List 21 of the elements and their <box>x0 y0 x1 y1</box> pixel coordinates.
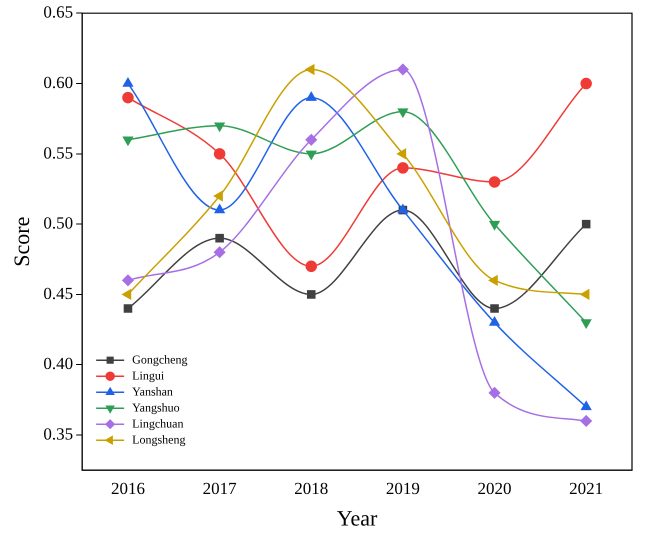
legend-label: Yanshan <box>132 384 173 398</box>
y-tick-label: 0.50 <box>43 214 74 233</box>
y-axis-title: Score <box>8 216 34 267</box>
x-tick-label: 2019 <box>386 478 420 498</box>
legend-label: Gongcheng <box>132 352 188 366</box>
x-axis-title: Year <box>336 506 378 531</box>
legend-label: Longsheng <box>132 432 186 446</box>
x-tick-label: 2021 <box>569 478 604 498</box>
y-tick-label: 0.60 <box>43 72 74 92</box>
x-tick-label: 2016 <box>110 478 145 498</box>
legend-label: Lingchuan <box>132 416 184 430</box>
legend-label: Yangshuo <box>132 400 180 414</box>
x-tick-label: 2020 <box>478 478 512 498</box>
x-tick-label: 2017 <box>202 478 238 498</box>
y-tick-label: 0.45 <box>43 284 74 303</box>
y-tick-label: 0.65 <box>43 2 74 22</box>
x-tick-label: 2018 <box>294 478 328 498</box>
legend-label: Lingui <box>132 368 165 382</box>
y-tick-label: 0.40 <box>43 354 74 374</box>
y-tick-label: 0.35 <box>43 424 74 444</box>
y-tick-label: 0.55 <box>43 143 74 162</box>
